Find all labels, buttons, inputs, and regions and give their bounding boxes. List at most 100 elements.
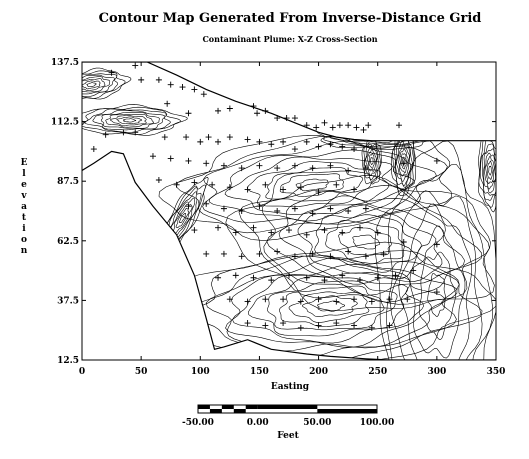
scale-bar-segment: [317, 409, 377, 413]
sample-point: [339, 143, 346, 150]
sample-point: [254, 110, 261, 117]
scale-bar-label: 100.00: [360, 418, 394, 428]
sample-point: [161, 134, 168, 141]
sample-point: [309, 210, 316, 217]
sample-point: [339, 272, 346, 279]
x-axis-label: Easting: [271, 382, 310, 392]
scale-bar-unit: Feet: [277, 431, 299, 441]
y-axis-label-letter: n: [21, 246, 28, 256]
sample-point: [244, 186, 251, 193]
sample-point: [356, 224, 363, 231]
contour-line: [409, 225, 466, 359]
sample-point: [215, 274, 222, 281]
contour-line: [82, 104, 188, 136]
sample-point: [256, 250, 263, 257]
sample-point: [410, 267, 417, 274]
sample-point: [205, 134, 212, 141]
sample-point: [333, 298, 340, 305]
sample-point: [315, 296, 322, 303]
sample-point: [203, 250, 210, 257]
sample-point: [274, 208, 281, 214]
sample-points: [90, 62, 440, 331]
sample-point: [220, 250, 227, 257]
sample-point: [360, 126, 367, 133]
contour-line: [390, 190, 483, 360]
sample-point: [185, 203, 192, 210]
contour-line: [175, 207, 190, 229]
contour-line: [175, 135, 448, 234]
sample-point: [173, 181, 180, 188]
sample-point: [203, 160, 210, 167]
contour-line: [317, 300, 346, 312]
sample-point: [238, 208, 245, 214]
contour-line: [82, 106, 181, 135]
contour-line: [266, 190, 465, 296]
sample-point: [226, 184, 233, 191]
contour-line: [427, 273, 446, 317]
sample-point: [386, 322, 393, 329]
sample-point: [380, 250, 387, 257]
sample-point: [303, 122, 310, 129]
sample-point: [351, 146, 358, 153]
contour-line: [295, 178, 329, 192]
sample-point: [138, 76, 145, 83]
sample-point: [108, 69, 115, 76]
sample-point: [327, 141, 334, 148]
sample-point: [353, 124, 360, 131]
sample-point: [268, 229, 275, 236]
sample-point: [315, 143, 322, 150]
y-axis-label-letter: v: [20, 191, 27, 201]
sample-point: [286, 227, 292, 234]
sample-point: [256, 203, 263, 210]
blank-below: [82, 151, 496, 360]
contour-line: [368, 153, 376, 169]
sample-point: [226, 296, 233, 303]
contour-line: [364, 143, 380, 181]
sample-point: [268, 141, 275, 148]
sample-point: [329, 124, 336, 131]
sample-point: [203, 200, 210, 207]
contour-line: [361, 135, 382, 185]
y-tick-label: 112.5: [51, 118, 79, 128]
sample-point: [120, 129, 127, 136]
contour-line: [288, 291, 370, 323]
y-tick-label: 12.5: [57, 356, 79, 366]
y-axis-label-letter: t: [22, 213, 27, 223]
x-axis: 0 50 100 150 200 250 300 350: [79, 62, 505, 377]
sample-point: [339, 229, 346, 236]
sample-point: [333, 181, 340, 188]
sample-point: [386, 296, 393, 303]
sample-point: [333, 320, 340, 327]
scale-bar-label: -50.00: [182, 418, 214, 428]
sample-point: [262, 322, 269, 329]
sample-point: [345, 208, 352, 214]
contour-line: [267, 280, 398, 331]
sample-point: [185, 110, 192, 117]
chart-subtitle: Contaminant Plume: X-Z Cross-Section: [202, 34, 377, 44]
blank-regions: [82, 62, 496, 360]
scale-bar-segment: [209, 409, 222, 413]
scale-bar: -50.00 0.00 50.00 100.00: [182, 404, 394, 428]
x-tick-label: 50: [135, 367, 148, 377]
contour-line: [86, 82, 97, 87]
sample-point: [368, 324, 375, 331]
sample-point: [291, 115, 298, 122]
sample-point: [396, 122, 403, 129]
contour-line: [82, 67, 132, 100]
sample-point: [309, 250, 316, 257]
x-tick-label: 150: [250, 367, 269, 377]
sample-point: [400, 238, 407, 245]
sample-point: [250, 103, 257, 110]
chart-title: Contour Map Generated From Inverse-Dista…: [99, 11, 482, 26]
sample-point: [244, 320, 251, 327]
sample-point: [356, 277, 363, 284]
sample-point: [226, 134, 233, 141]
contour-line: [365, 145, 378, 177]
contour-line: [225, 264, 446, 348]
sample-point: [297, 184, 304, 191]
sample-point: [297, 298, 304, 305]
contour-line: [279, 285, 385, 328]
sample-point: [250, 274, 257, 281]
contour-line: [488, 165, 492, 176]
